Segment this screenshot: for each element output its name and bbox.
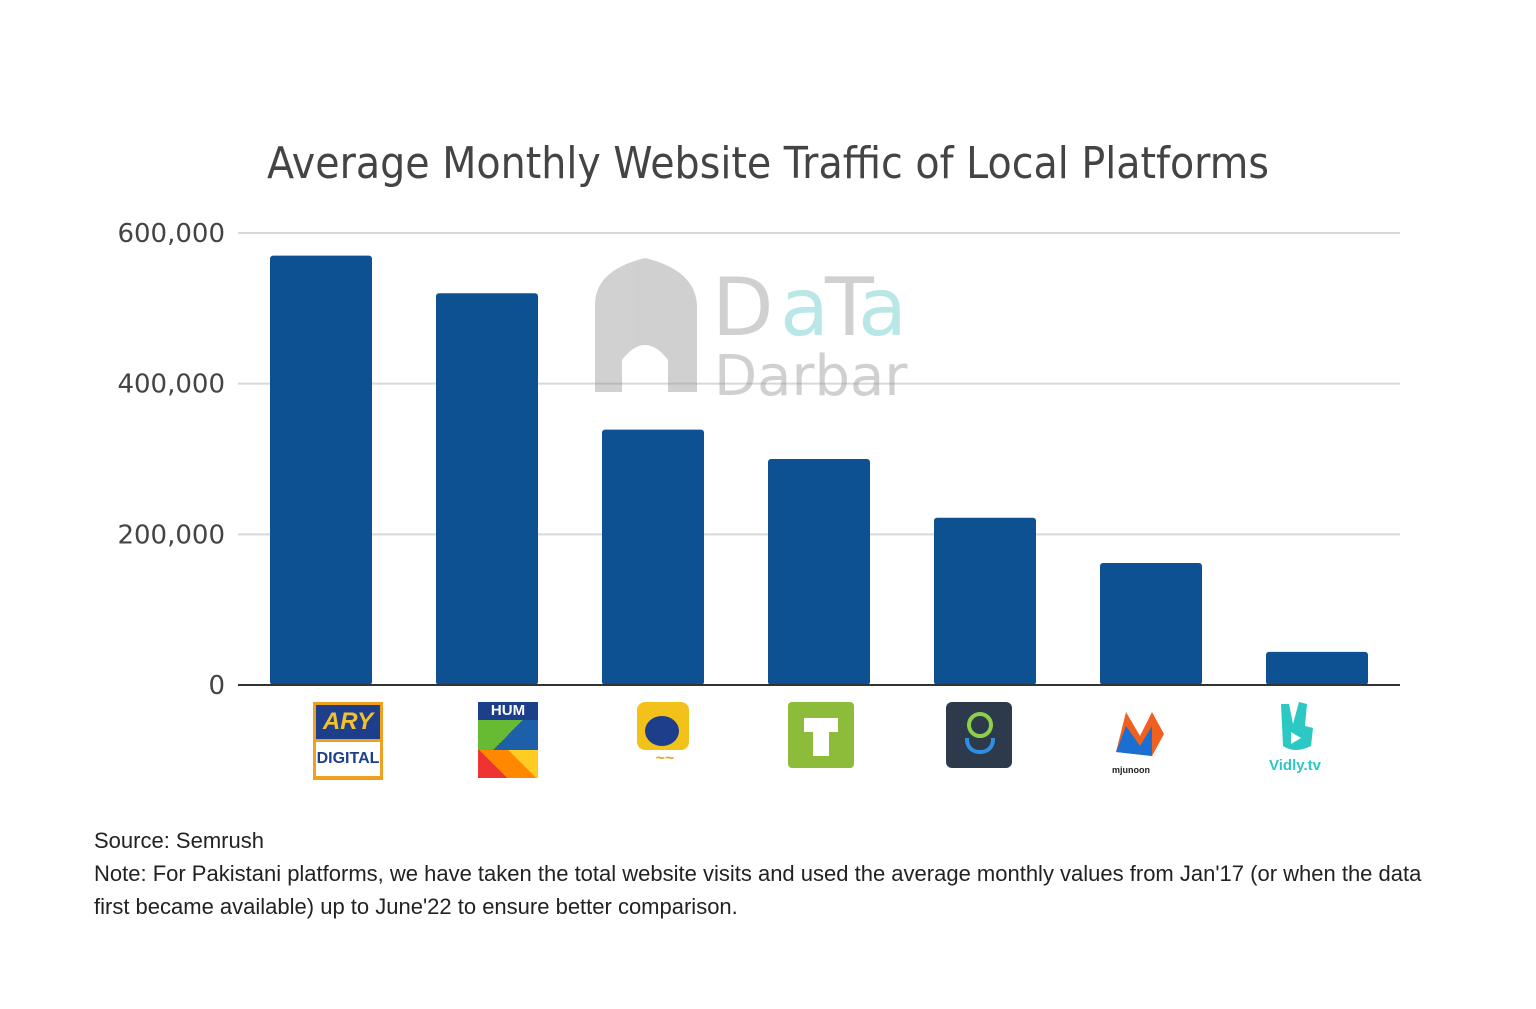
bar-vidly-tv bbox=[1266, 651, 1368, 685]
note-text: Note: For Pakistani platforms, we have t… bbox=[94, 861, 1422, 919]
geo-logo: ~~ bbox=[637, 702, 693, 780]
svg-text:D: D bbox=[712, 261, 774, 354]
bar-hum bbox=[436, 293, 538, 685]
svg-text:a: a bbox=[858, 261, 907, 354]
y-tick-label: 200,000 bbox=[117, 520, 225, 550]
hum-logo: HUM bbox=[478, 702, 538, 780]
source-text: Source: Semrush bbox=[94, 828, 264, 853]
bar-geo bbox=[602, 429, 704, 685]
mjunoon-logo: mjunoon bbox=[1112, 702, 1168, 780]
svg-text:Darbar: Darbar bbox=[714, 344, 908, 409]
watermark-logo: D a T a Darbar bbox=[595, 258, 908, 409]
bar-tapmad bbox=[768, 459, 870, 685]
goonj-logo bbox=[946, 702, 1012, 768]
y-tick-label: 600,000 bbox=[117, 219, 225, 249]
tapmad-logo bbox=[788, 702, 854, 768]
svg-text:a: a bbox=[780, 261, 829, 354]
vidly-logo: Vidly.tv bbox=[1262, 702, 1328, 780]
svg-text:T: T bbox=[824, 261, 875, 354]
y-tick-label: 0 bbox=[208, 671, 225, 701]
chart-notes: Source: Semrush Note: For Pakistani plat… bbox=[94, 824, 1454, 923]
ary-digital-logo: ARY DIGITAL bbox=[313, 702, 383, 780]
bar-goonj bbox=[934, 517, 1036, 685]
bar-mjunoon bbox=[1100, 562, 1202, 685]
bar-ary-digital bbox=[270, 255, 372, 685]
y-tick-label: 400,000 bbox=[117, 370, 225, 400]
chart-title: Average Monthly Website Traffic of Local… bbox=[267, 138, 1269, 189]
